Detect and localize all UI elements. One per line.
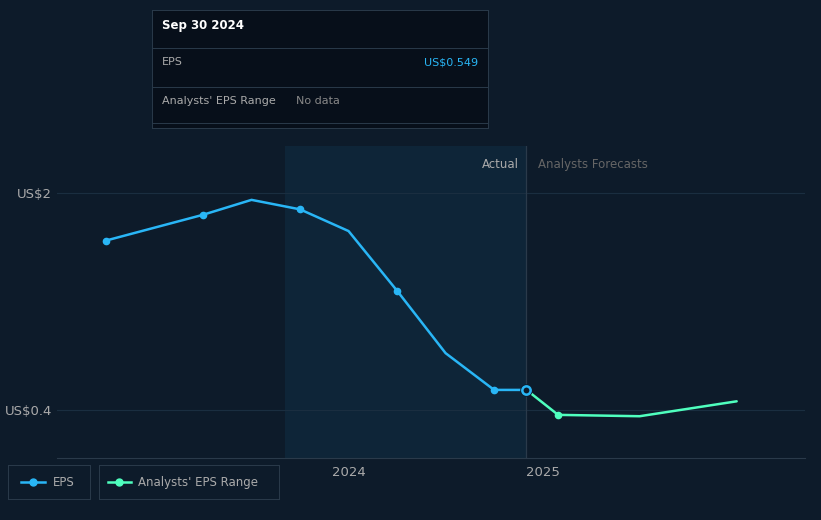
Text: Actual: Actual xyxy=(482,158,519,171)
Text: Analysts' EPS Range: Analysts' EPS Range xyxy=(162,96,276,106)
Text: Sep 30 2024: Sep 30 2024 xyxy=(162,19,244,32)
Text: US$0.549: US$0.549 xyxy=(424,57,478,67)
Text: EPS: EPS xyxy=(162,57,183,67)
Text: Analysts' EPS Range: Analysts' EPS Range xyxy=(138,476,259,489)
Bar xyxy=(285,146,526,458)
Text: No data: No data xyxy=(296,96,341,106)
Text: Analysts Forecasts: Analysts Forecasts xyxy=(538,158,648,171)
Text: EPS: EPS xyxy=(53,476,75,489)
